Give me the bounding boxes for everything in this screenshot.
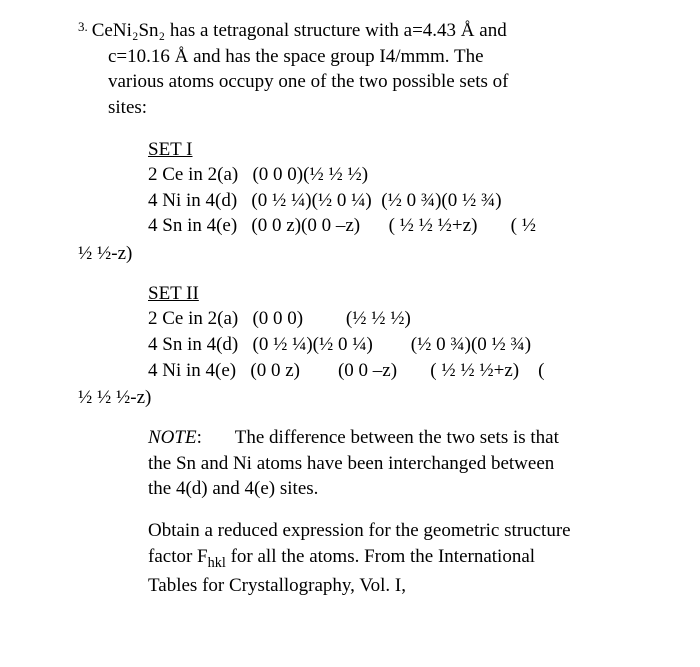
problem-number: 3. <box>78 19 88 34</box>
set-1-line-1: 2 Ce in 2(a) (0 0 0)(½ ½ ½) <box>148 162 640 188</box>
set-1-line-2: 4 Ni in 4(d) (0 ½ ¼)(½ 0 ¼) (½ 0 ¾)(0 ½ … <box>148 188 640 214</box>
intro-text-3: various atoms occupy one of the two poss… <box>78 69 640 95</box>
obtain-line-1: Obtain a reduced expression for the geom… <box>148 518 640 544</box>
set-1-wrap: ½ ½-z) <box>78 241 640 267</box>
obtain-line-3: Tables for Crystallography, Vol. I, <box>148 573 640 599</box>
set-2-line-3: 4 Ni in 4(e) (0 0 z) (0 0 –z) ( ½ ½ ½+z)… <box>148 358 640 384</box>
obtain-block: Obtain a reduced expression for the geom… <box>78 518 640 598</box>
obtain-line-2b: for all the atoms. From the Internationa… <box>226 546 535 567</box>
set-1-line-3: 4 Sn in 4(e) (0 0 z)(0 0 –z) ( ½ ½ ½+z) … <box>148 213 640 239</box>
set-2-line-1: 2 Ce in 2(a) (0 0 0) (½ ½ ½) <box>148 306 640 332</box>
obtain-line-2: factor Fhkl for all the atoms. From the … <box>148 544 640 573</box>
note-text-2: the Sn and Ni atoms have been interchang… <box>148 451 640 477</box>
note-text-1: : The difference between the two sets is… <box>197 427 559 448</box>
note-block: NOTE: The difference between the two set… <box>78 425 640 502</box>
set-2-block: SET II 2 Ce in 2(a) (0 0 0) (½ ½ ½) 4 Sn… <box>78 281 640 384</box>
intro-line-1: 3. CeNi₂Sn₂ has a tetragonal structure wi… <box>78 18 640 44</box>
obtain-line-2a: factor F <box>148 546 208 567</box>
intro-text-1: CeNi₂Sn₂ has a tetragonal structure with… <box>92 20 507 41</box>
set-2-title: SET II <box>148 281 640 307</box>
intro-text-4: sites: <box>78 95 640 121</box>
intro-text-2: c=10.16 Å and has the space group I4/mmm… <box>78 44 640 70</box>
obtain-sub: hkl <box>208 554 226 570</box>
note-text-3: the 4(d) and 4(e) sites. <box>148 476 640 502</box>
set-2-wrap: ½ ½ ½-z) <box>78 385 640 411</box>
set-2-line-2: 4 Sn in 4(d) (0 ½ ¼)(½ 0 ¼) (½ 0 ¾)(0 ½ … <box>148 332 640 358</box>
set-1-title: SET I <box>148 137 640 163</box>
set-1-block: SET I 2 Ce in 2(a) (0 0 0)(½ ½ ½) 4 Ni i… <box>78 137 640 240</box>
note-line-1: NOTE: The difference between the two set… <box>148 425 640 451</box>
note-label: NOTE <box>148 427 197 448</box>
problem-intro: 3. CeNi₂Sn₂ has a tetragonal structure wi… <box>78 18 640 121</box>
